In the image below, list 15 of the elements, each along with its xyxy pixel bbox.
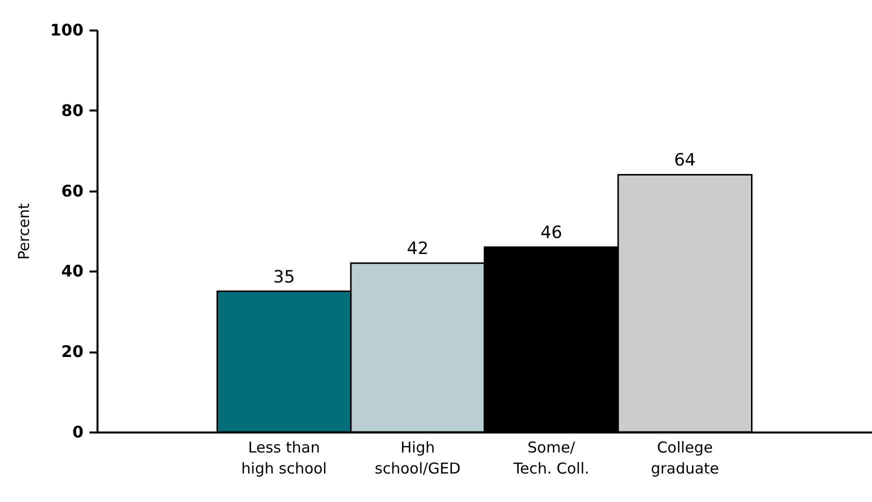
data-label: 42 — [406, 239, 429, 260]
x-tick-label: Less than high school — [241, 438, 327, 478]
x-tick-label: High school/GED — [374, 438, 461, 478]
y-tick-label: 80 — [61, 100, 84, 120]
y-axis-title: Percent — [15, 203, 34, 260]
x-tick-label: Some/ Tech. Coll. — [512, 438, 590, 478]
y-tick-label: 40 — [61, 262, 84, 281]
y-tick-label: 60 — [61, 181, 84, 200]
y-tick-label: 0 — [72, 422, 84, 442]
y-tick-label: 100 — [50, 20, 84, 40]
x-tick-label: College graduate — [650, 438, 720, 478]
data-label: 46 — [540, 223, 562, 244]
y-tick-label: 20 — [61, 342, 84, 362]
data-label: 64 — [674, 150, 696, 171]
data-label: 35 — [273, 267, 295, 288]
